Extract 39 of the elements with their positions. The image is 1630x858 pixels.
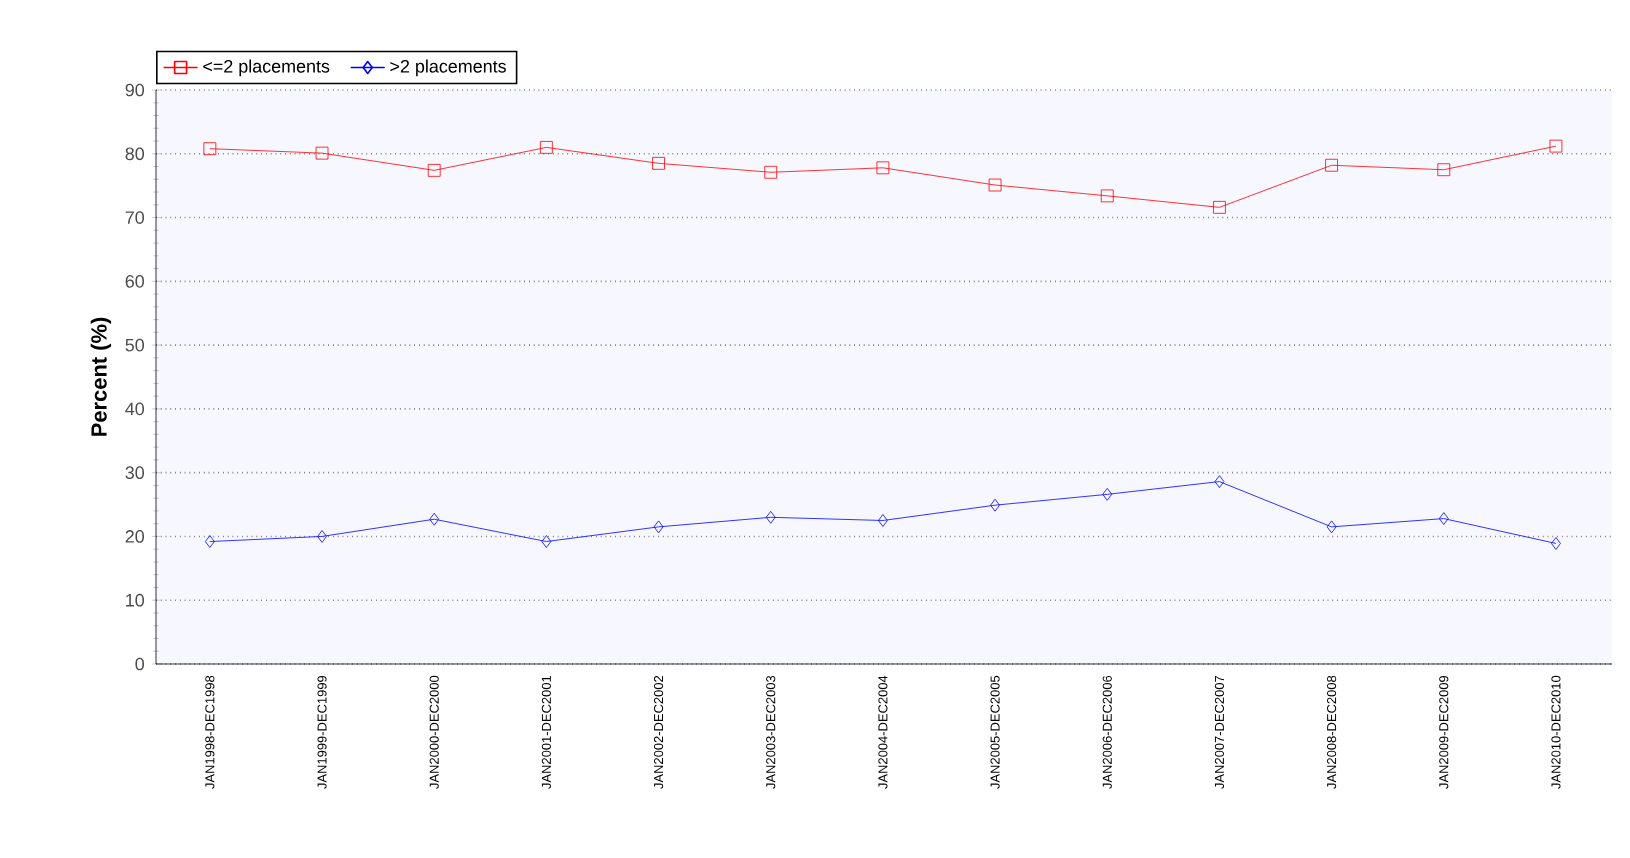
- y-tick-label: 40: [125, 402, 145, 416]
- point: [988, 178, 1002, 192]
- point: [1325, 158, 1338, 172]
- point: [990, 498, 1000, 512]
- point: [204, 535, 215, 548]
- y-tick-label: 50: [125, 338, 145, 352]
- y-tick-label: 30: [125, 466, 145, 480]
- y-tick-label: 20: [125, 530, 145, 543]
- point: [876, 161, 890, 175]
- point: [653, 520, 664, 534]
- point: [765, 510, 776, 524]
- point: [1438, 512, 1449, 525]
- point: [878, 514, 888, 527]
- y-tick-label: 0: [135, 657, 145, 671]
- point: [1549, 139, 1563, 153]
- y-axis-title: Percent (%): [90, 317, 112, 436]
- point: [1100, 189, 1114, 203]
- point: [203, 142, 217, 156]
- point: [540, 141, 553, 154]
- point: [1551, 537, 1561, 550]
- y-tick-label: 60: [125, 274, 145, 288]
- point: [315, 146, 329, 160]
- point: [652, 156, 665, 170]
- point: [1437, 163, 1451, 177]
- point: [427, 163, 441, 177]
- point: [1102, 487, 1113, 501]
- y-tick-label: 80: [125, 147, 145, 161]
- y-tick-label: 70: [125, 211, 145, 224]
- point: [1214, 475, 1225, 488]
- point: [429, 512, 440, 526]
- y-tick-label: 10: [126, 593, 145, 607]
- y-tick-label: 90: [125, 83, 145, 97]
- point: [317, 530, 327, 543]
- legend-label: >2 placements: [390, 59, 506, 77]
- point: [764, 165, 778, 179]
- legend-label: <=2 placements: [203, 59, 330, 77]
- point: [1213, 200, 1226, 214]
- point: [541, 535, 552, 548]
- point: [1326, 520, 1337, 534]
